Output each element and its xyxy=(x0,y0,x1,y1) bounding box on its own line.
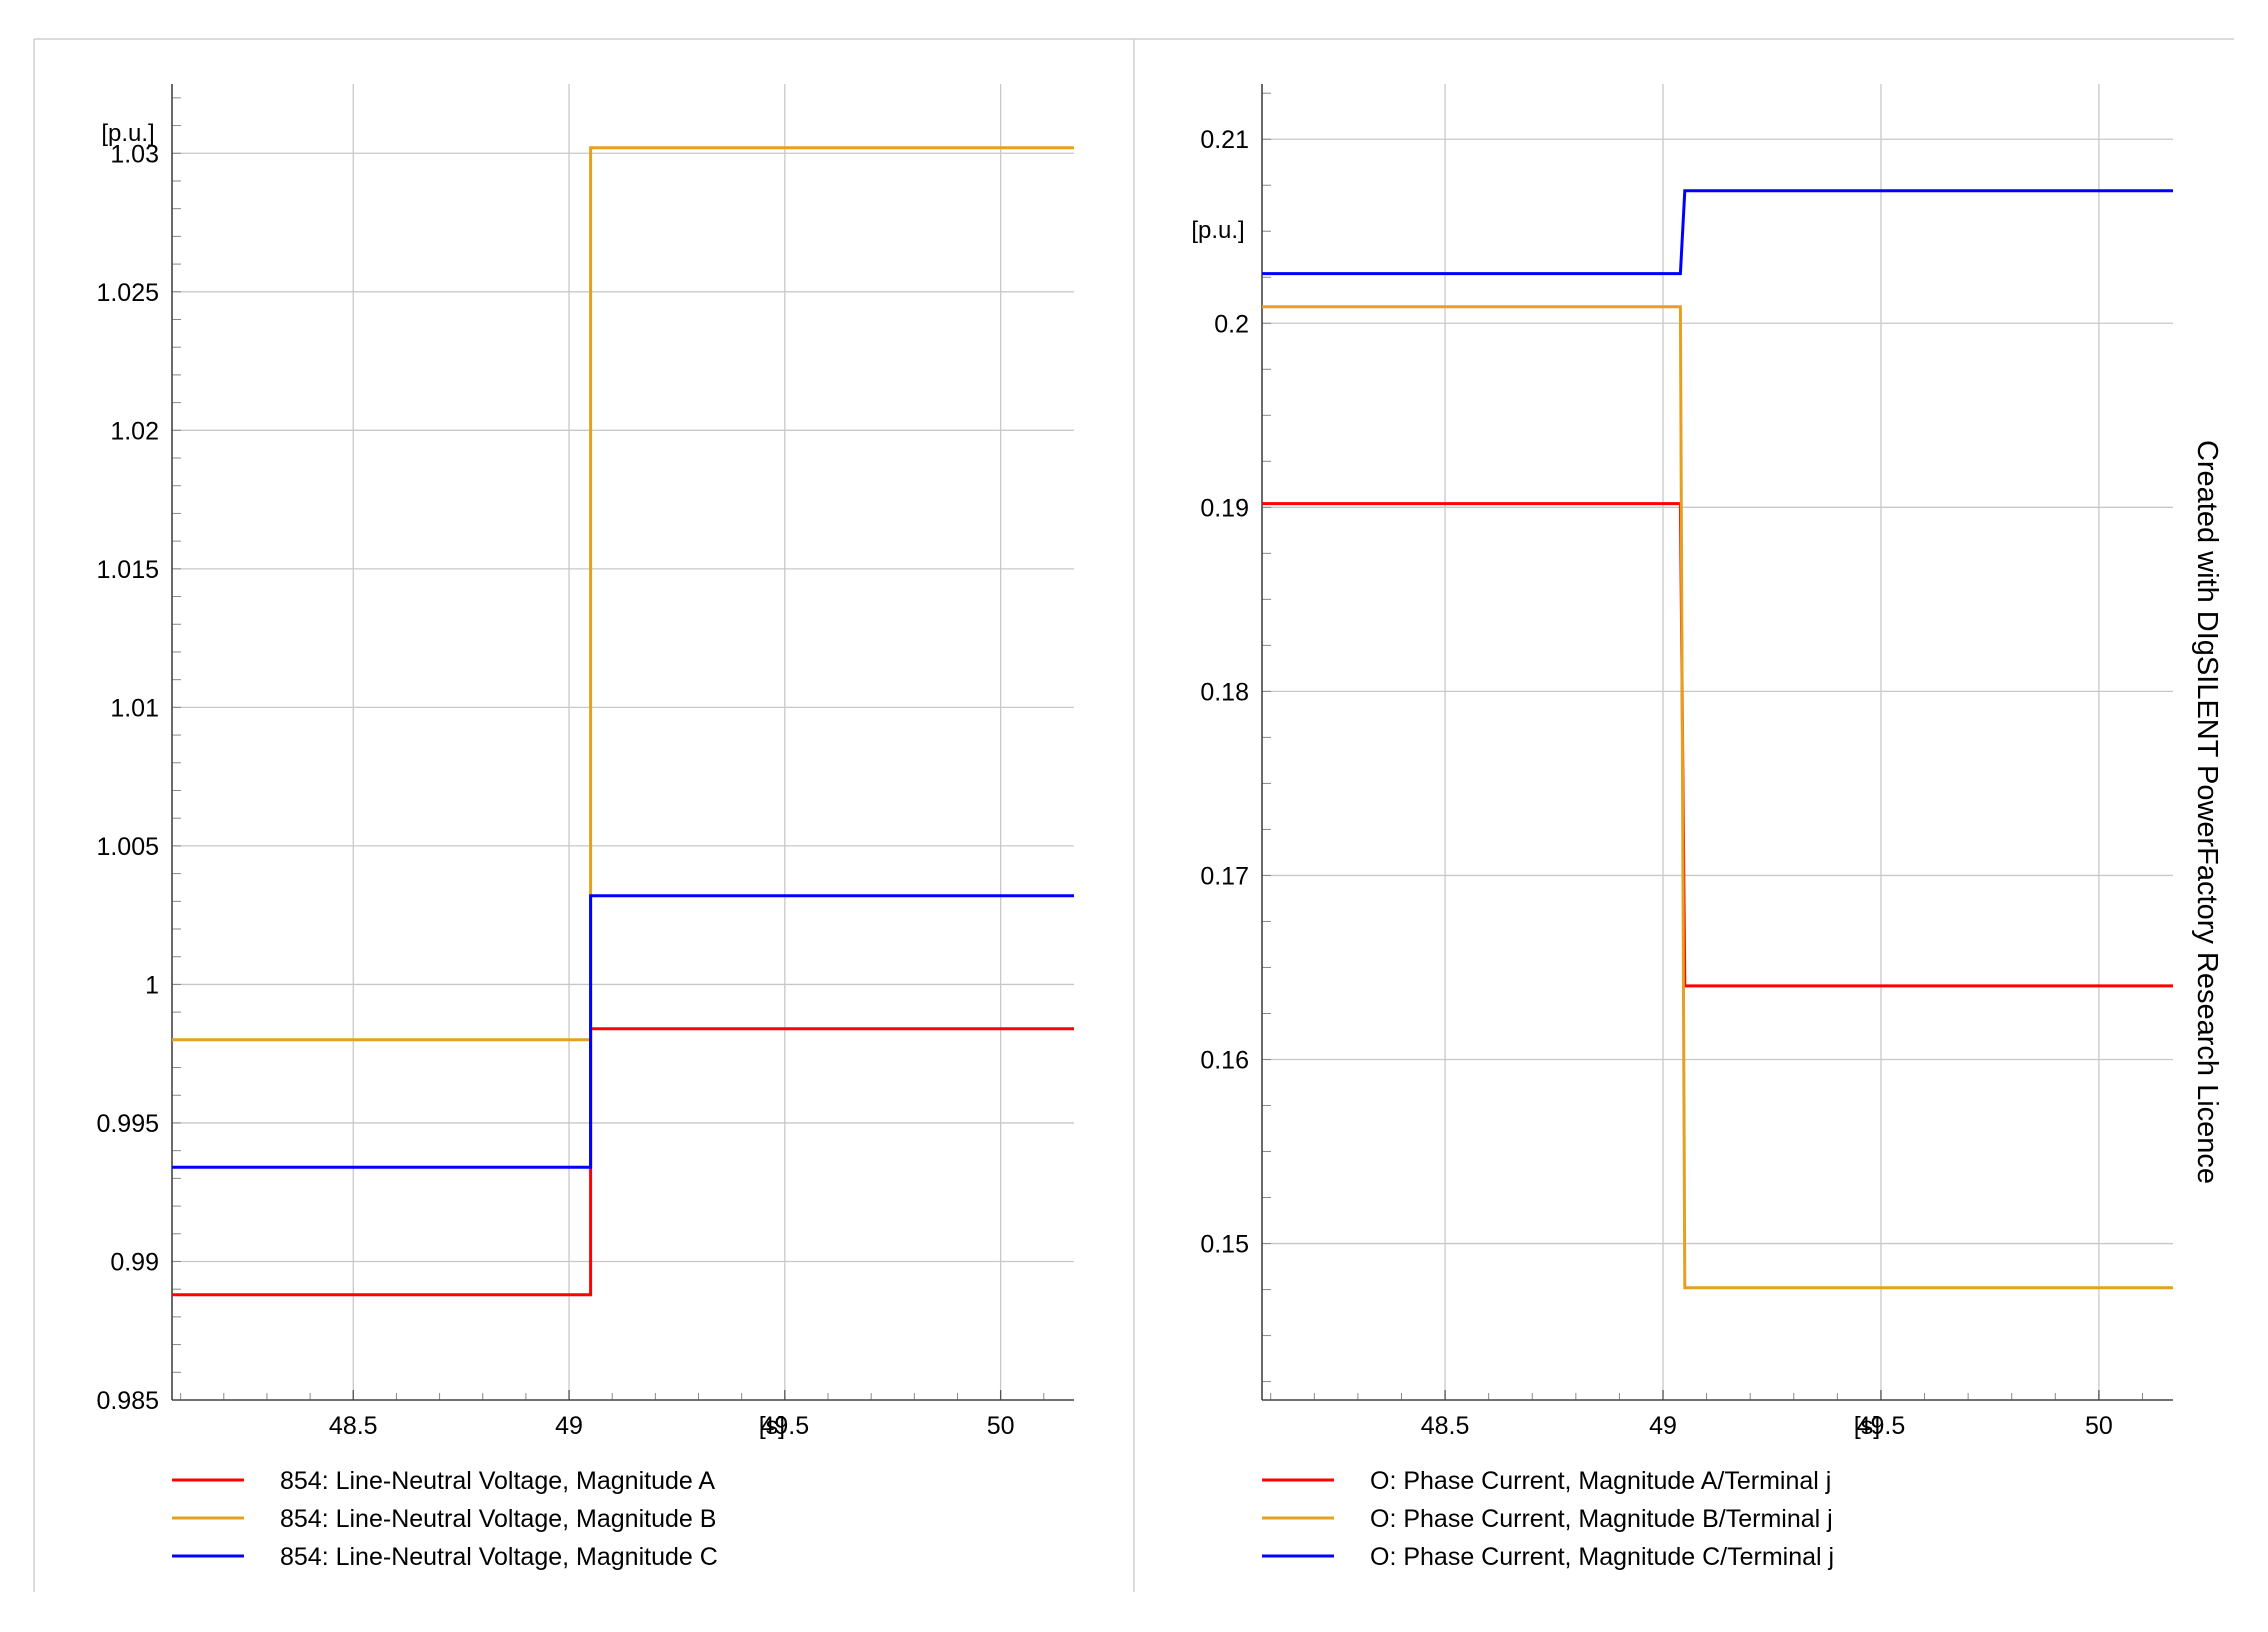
current-chart-y-tick-label: 0.17 xyxy=(1200,862,1249,890)
current-chart-x-tick-label: 49.5 xyxy=(1857,1412,1906,1440)
current-chart-axes xyxy=(1261,84,2173,1401)
current-chart-legend-label: O: Phase Current, Magnitude A/Terminal j xyxy=(1370,1467,1831,1495)
voltage-chart-x-tick-label: 49 xyxy=(555,1412,583,1440)
voltage-chart-x-unit: [s] xyxy=(759,1412,785,1440)
licence-watermark: Created with DIgSILENT PowerFactory Rese… xyxy=(2191,440,2223,1184)
current-chart-y-unit: [p.u.] xyxy=(1191,217,1244,244)
current-chart-x-tick-label: 49 xyxy=(1649,1412,1677,1440)
voltage-chart: [p.u.] [s] 48.5 49 49.5 50 0.985 0.99 0.995 1 1.… xyxy=(96,84,1074,1571)
voltage-chart-series-c-line xyxy=(172,894,1074,1169)
voltage-chart-legend-label: 854: Line-Neutral Voltage, Magnitude C xyxy=(280,1543,718,1571)
voltage-chart-y-tick-label: 0.99 xyxy=(110,1248,159,1276)
voltage-chart-x-tick-label: 49.5 xyxy=(761,1412,810,1440)
current-chart-y-tick-label: 0.18 xyxy=(1200,678,1249,706)
current-chart-grid xyxy=(1262,84,2173,1400)
voltage-chart-series-b-line xyxy=(172,146,1074,1042)
current-chart-y-tick-label: 0.2 xyxy=(1214,310,1249,338)
current-chart-y-tick-label: 0.19 xyxy=(1200,494,1249,522)
voltage-chart-minor-ticks xyxy=(172,97,1045,1401)
current-chart-legend: O: Phase Current, Magnitude A/Terminal j… xyxy=(1262,1467,1834,1571)
voltage-chart-axes xyxy=(171,84,1074,1401)
voltage-chart-labels: [p.u.] [s] 48.5 49 49.5 50 0.985 0.99 0.995 1 1.… xyxy=(96,120,1014,1440)
current-chart-y-tick-label: 0.21 xyxy=(1200,126,1249,154)
current-chart-series-c-line xyxy=(1262,189,2173,276)
voltage-chart-x-tick-label: 48.5 xyxy=(329,1412,378,1440)
voltage-chart-y-tick-label: 1.02 xyxy=(110,417,159,445)
voltage-chart-y-tick-label: 0.995 xyxy=(96,1110,159,1138)
current-chart-series xyxy=(1262,189,2173,1290)
voltage-chart-x-tick-label: 50 xyxy=(987,1412,1015,1440)
current-chart-x-unit: [s] xyxy=(1854,1412,1880,1440)
voltage-chart-series xyxy=(172,146,1074,1297)
current-chart-legend-label: O: Phase Current, Magnitude C/Terminal j xyxy=(1370,1543,1834,1571)
voltage-chart-legend-label: 854: Line-Neutral Voltage, Magnitude A xyxy=(280,1467,715,1495)
voltage-chart-legend: 854: Line-Neutral Voltage, Magnitude A 85… xyxy=(172,1467,718,1571)
current-chart: [p.u.] [s] 48.5 49 49.5 50 0.15 0.16 0.17 0.18 0… xyxy=(1191,84,2173,1571)
voltage-chart-y-tick-label: 1 xyxy=(145,971,159,999)
current-chart-series-b-line xyxy=(1262,305,2173,1290)
current-chart-labels: [p.u.] [s] 48.5 49 49.5 50 0.15 0.16 0.17 0.18 0… xyxy=(1191,126,2112,1440)
current-chart-legend-label: O: Phase Current, Magnitude B/Terminal j xyxy=(1370,1505,1833,1533)
current-chart-y-tick-label: 0.16 xyxy=(1200,1046,1249,1074)
voltage-chart-grid xyxy=(172,84,1074,1400)
current-chart-x-tick-label: 50 xyxy=(2085,1412,2113,1440)
voltage-chart-y-tick-label: 1.025 xyxy=(96,279,159,307)
voltage-chart-y-tick-label: 1.03 xyxy=(110,140,159,168)
current-chart-x-tick-label: 48.5 xyxy=(1421,1412,1470,1440)
voltage-chart-y-unit: [p.u.] xyxy=(101,120,154,147)
voltage-chart-y-tick-label: 1.005 xyxy=(96,833,159,861)
voltage-chart-y-tick-label: 1.01 xyxy=(110,694,159,722)
voltage-chart-y-tick-label: 1.015 xyxy=(96,556,159,584)
voltage-chart-legend-label: 854: Line-Neutral Voltage, Magnitude B xyxy=(280,1505,716,1533)
current-chart-y-tick-label: 0.15 xyxy=(1200,1231,1249,1259)
voltage-chart-y-tick-label: 0.985 xyxy=(96,1387,159,1415)
